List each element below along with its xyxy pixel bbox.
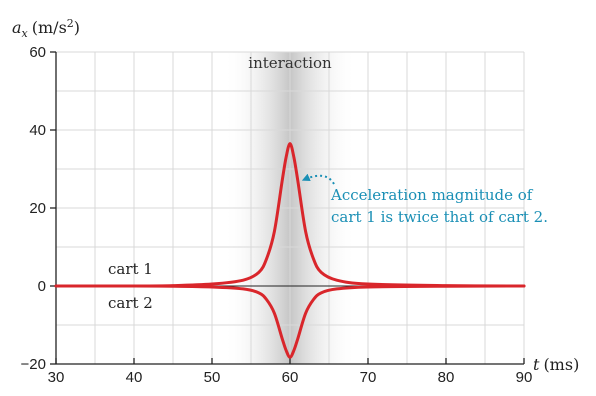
x-tick-label: 60 xyxy=(282,369,299,386)
x-tick-label: 80 xyxy=(438,369,455,386)
y-tick-label: −20 xyxy=(21,356,46,373)
grid xyxy=(55,51,525,365)
x-axis-title: t (ms) xyxy=(533,355,579,374)
x-tick-label: 50 xyxy=(204,369,221,386)
y-tick-label: 40 xyxy=(29,122,46,139)
interaction-label: interaction xyxy=(248,54,332,72)
annotation-line-2: cart 1 is twice that of cart 2. xyxy=(331,208,548,226)
annotation-arrow xyxy=(301,173,335,185)
tick-labels: −20 0 20 40 60 30 40 50 60 70 80 90 xyxy=(21,44,533,386)
x-tick-label: 70 xyxy=(360,369,377,386)
y-axis-unit-superscript: 2 xyxy=(67,17,74,30)
y-tick-label: 60 xyxy=(29,44,46,61)
series-label-cart-2: cart 2 xyxy=(108,294,153,312)
y-tick-label: 20 xyxy=(29,200,46,217)
x-axis-unit: (ms) xyxy=(543,355,579,374)
series-label-cart-1: cart 1 xyxy=(108,260,153,278)
series-line-cart-1 xyxy=(54,142,526,288)
x-axis-symbol: t xyxy=(533,355,540,374)
x-tick-label: 40 xyxy=(126,369,143,386)
x-tick-label: 90 xyxy=(516,369,533,386)
x-tick-label: 30 xyxy=(48,369,65,386)
y-axis-unit: (m/s xyxy=(32,18,67,37)
series-line-cart-2 xyxy=(54,284,526,359)
y-axis-subscript: x xyxy=(22,27,29,40)
y-tick-label: 0 xyxy=(38,278,46,295)
y-axis-title: ax (m/s2) xyxy=(12,17,80,40)
y-axis-unit-close: ) xyxy=(74,18,80,37)
annotation-line-1: Acceleration magnitude of xyxy=(330,186,534,204)
y-axis-symbol: a xyxy=(12,18,22,37)
